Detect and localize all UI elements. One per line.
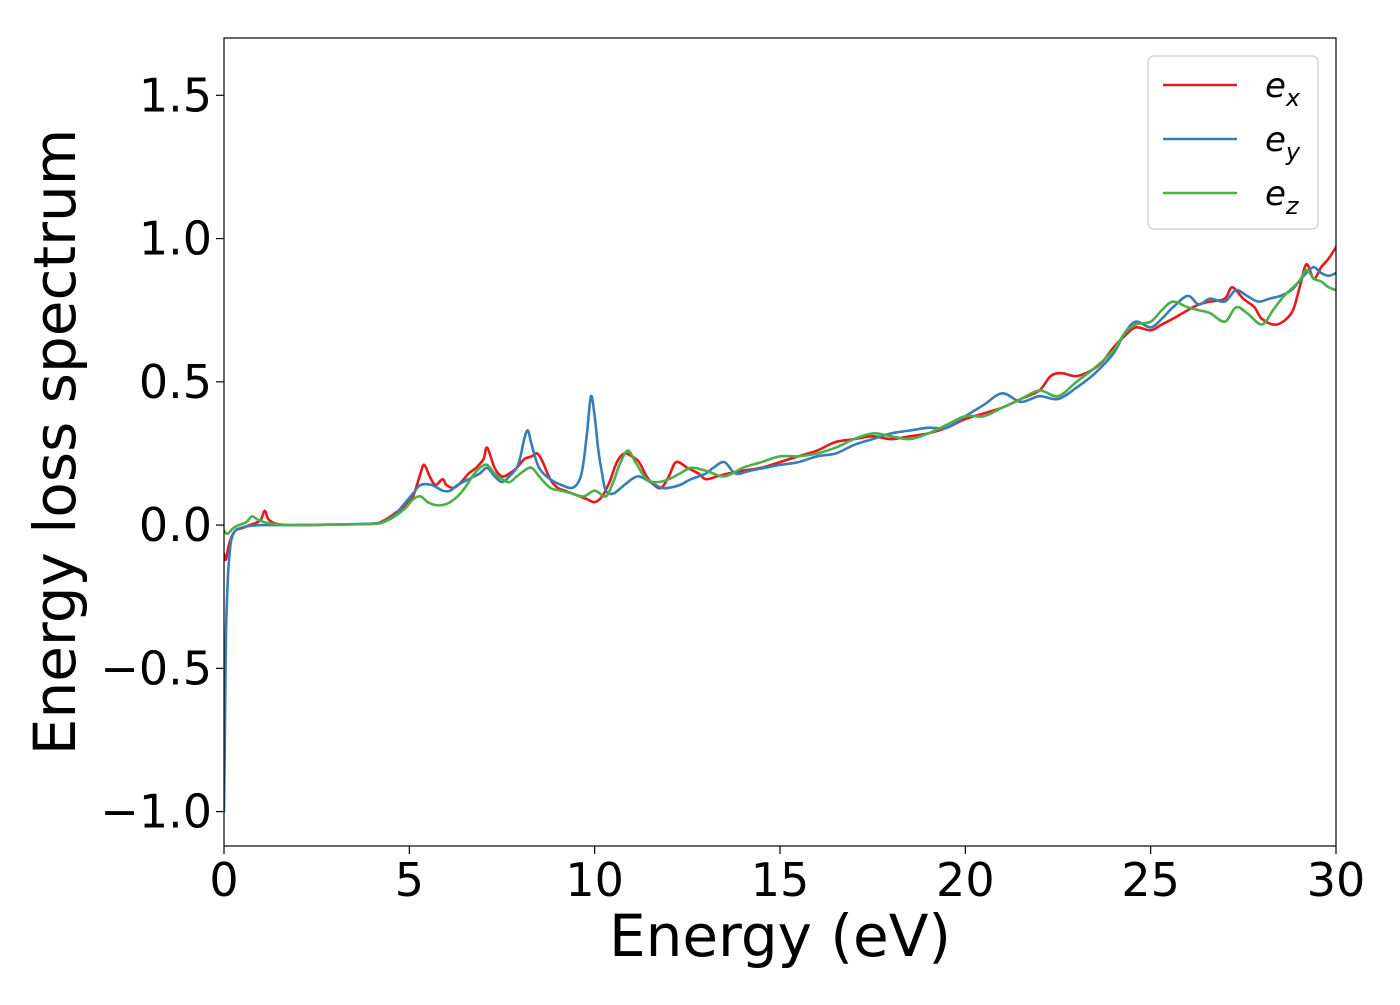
y-tick-label: 0.0 [139,498,212,552]
y-tick-label: 1.0 [139,212,212,266]
x-tick-label: 20 [936,853,995,907]
x-tick-label: 15 [751,853,810,907]
legend-box [1147,55,1319,230]
x-tick-label: 5 [395,853,424,907]
series-line-z [224,268,1336,536]
legend-label-base: e [1265,66,1286,106]
legend-label-base: e [1265,174,1286,214]
x-tick-label: 30 [1307,853,1366,907]
legend-label-x: ex [1265,66,1301,112]
legend-label-z: ez [1265,174,1300,220]
x-tick-label: 25 [1121,853,1180,907]
y-axis-ticks: −1.0 −0.5 0.0 0.5 1.0 1.5 [100,68,224,839]
x-tick-label: 0 [209,853,238,907]
y-tick-label: 0.5 [139,355,212,409]
y-axis-label: Energy loss spectrum [21,129,89,755]
legend-label-y: ey [1265,120,1301,166]
y-tick-label: 1.5 [139,68,212,122]
x-tick-label: 10 [565,853,624,907]
legend-label-subscript: y [1285,138,1301,166]
y-tick-label: −0.5 [100,641,212,695]
x-axis-ticks: 0 5 10 15 20 25 30 [209,846,1365,907]
legend-label-subscript: z [1285,192,1300,220]
series-layer [224,245,1336,813]
legend-label-subscript: x [1285,84,1301,112]
x-axis-label: Energy (eV) [609,902,951,970]
y-tick-label: −1.0 [100,785,212,839]
legend-label-base: e [1265,120,1286,160]
